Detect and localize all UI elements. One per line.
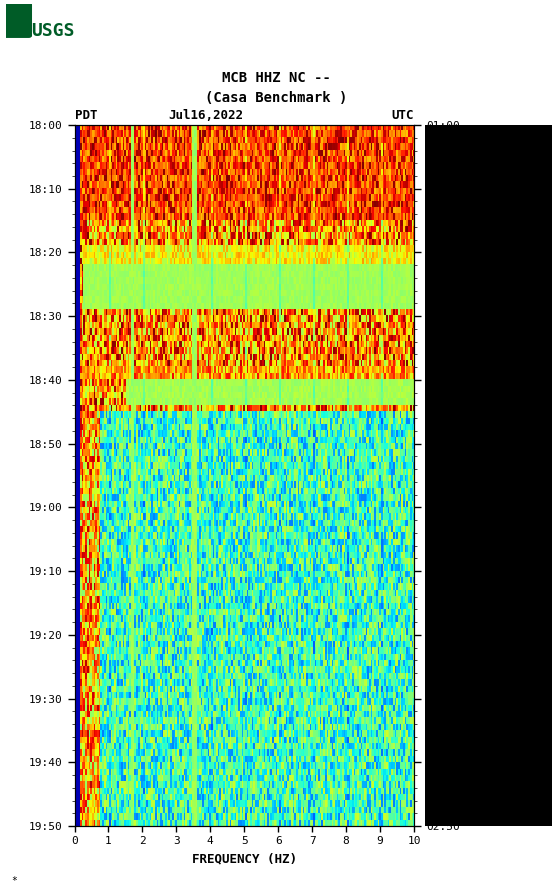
Text: Jul16,2022: Jul16,2022 (168, 109, 243, 122)
Text: UTC: UTC (391, 109, 414, 122)
Text: MCB HHZ NC --: MCB HHZ NC -- (221, 71, 331, 85)
X-axis label: FREQUENCY (HZ): FREQUENCY (HZ) (192, 852, 297, 865)
Text: PDT: PDT (75, 109, 97, 122)
Text: *: * (11, 876, 17, 886)
FancyBboxPatch shape (2, 3, 32, 38)
Text: (Casa Benchmark ): (Casa Benchmark ) (205, 91, 347, 105)
Text: USGS: USGS (31, 22, 74, 40)
